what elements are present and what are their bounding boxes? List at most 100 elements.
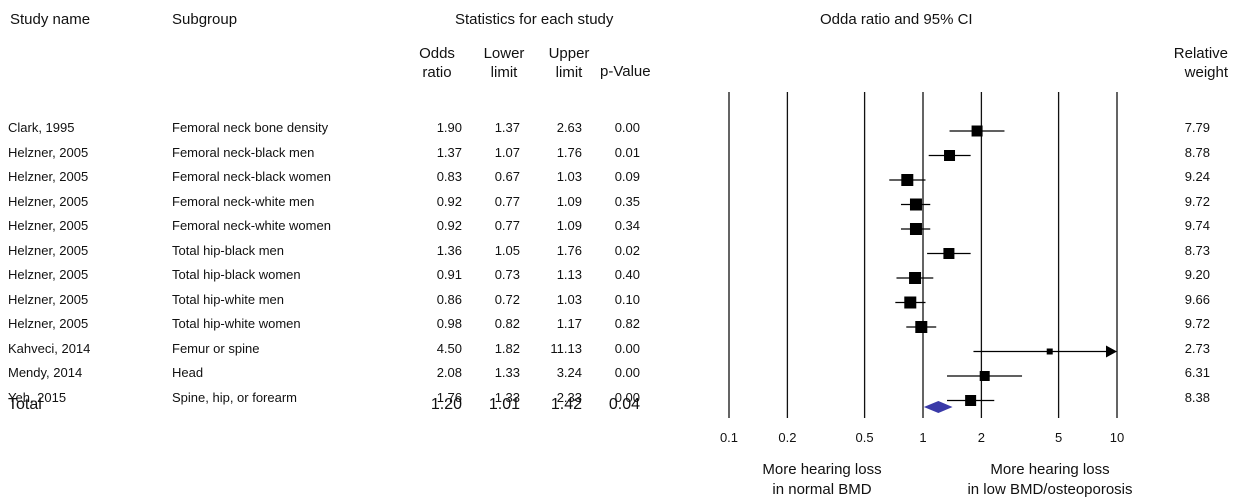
lower-limit-cell: 1.82 [494, 340, 520, 356]
total-p-value: 0.04 [608, 396, 640, 413]
lower-limit-cell: 1.33 [494, 365, 520, 380]
odds-ratio-cell: 1.36 [436, 242, 462, 258]
header-study-name: Study name [10, 11, 91, 28]
relative-weight-cell: 9.24 [1184, 169, 1210, 184]
subgroup-cell: Total hip-white women [172, 316, 301, 331]
subgroup-cell: Total hip-black men [172, 242, 284, 258]
lower-limit-cell: 0.73 [494, 267, 520, 282]
study-name-cell: Helzner, 2005 [8, 242, 89, 258]
upper-limit-cell: 1.03 [556, 291, 582, 307]
subgroup-cell: Femoral neck-black women [172, 169, 331, 184]
header-plot-title: Odda ratio and 95% CI [820, 11, 973, 28]
p-value-cell: 0.00 [614, 120, 640, 135]
lower-limit-cell: 1.07 [494, 144, 520, 160]
study-name-cell: Helzner, 2005 [8, 316, 89, 331]
favours-right-line2: in low BMD/osteoporosis [967, 481, 1133, 498]
upper-limit-cell: 1.17 [556, 316, 582, 331]
study-name-cell: Helzner, 2005 [8, 169, 89, 184]
subgroup-cell: Femur or spine [172, 340, 260, 356]
x-tick-label: 1 [919, 430, 926, 445]
upper-limit-cell: 1.09 [556, 193, 582, 209]
summary-diamond [923, 401, 953, 413]
relative-weight-cell: 9.20 [1184, 267, 1210, 282]
study-name-cell: Helzner, 2005 [8, 218, 89, 233]
header-lower-limit-line1: Lower [483, 45, 525, 62]
study-name-cell: Helzner, 2005 [8, 291, 89, 307]
upper-limit-cell: 2.33 [556, 389, 582, 405]
odds-ratio-cell: 4.50 [436, 340, 462, 356]
favours-right-label: More hearing loss in low BMD/osteoporosi… [935, 460, 1165, 500]
odds-ratio-cell: 1.90 [436, 120, 462, 135]
p-value-cell: 0.00 [614, 365, 640, 380]
point-marker [979, 371, 990, 381]
subgroup-cell: Femoral neck-black men [172, 144, 315, 160]
total-lower-limit: 1.01 [488, 396, 520, 413]
lower-limit-cell: 0.67 [494, 169, 520, 184]
study-name-cell: Clark, 1995 [8, 120, 75, 135]
point-marker [943, 248, 955, 259]
x-tick-label: 0.1 [720, 430, 738, 445]
x-tick-label: 0.5 [856, 430, 874, 445]
relative-weight-cell: 9.74 [1184, 218, 1210, 233]
header-upper-limit-line2: limit [555, 64, 583, 81]
header-lower-limit-line2: limit [490, 64, 518, 81]
p-value-cell: 0.82 [614, 316, 640, 331]
odds-ratio-cell: 0.86 [436, 291, 462, 307]
study-name-cell: Helzner, 2005 [8, 267, 89, 282]
point-marker [965, 395, 977, 406]
header-relative-weight-line2: weight [1184, 64, 1228, 81]
upper-limit-cell: 1.76 [556, 242, 582, 258]
relative-weight-cell: 8.38 [1184, 389, 1210, 405]
point-marker [909, 272, 922, 284]
point-marker [904, 296, 917, 309]
upper-limit-cell: 1.09 [556, 218, 582, 233]
p-value-cell: 0.34 [614, 218, 640, 233]
odds-ratio-cell: 0.91 [436, 267, 462, 282]
odds-ratio-cell: 1.76 [436, 389, 462, 405]
p-value-cell: 0.01 [614, 144, 640, 160]
subgroup-cell: Femoral neck-white men [172, 193, 315, 209]
point-marker [1046, 348, 1053, 355]
relative-weight-cell: 9.72 [1184, 193, 1210, 209]
upper-limit-cell: 2.63 [556, 120, 582, 135]
total-odds-ratio: 1.20 [430, 396, 462, 413]
point-marker [915, 321, 928, 333]
subgroup-cell: Total hip-black women [172, 267, 301, 282]
p-value-cell: 0.35 [614, 193, 640, 209]
relative-weight-cell: 6.31 [1184, 365, 1210, 380]
x-tick-label: 2 [978, 430, 985, 445]
total-label: Total [8, 396, 42, 413]
subgroup-cell: Femoral neck-white women [172, 218, 331, 233]
study-name-cell: Helzner, 2005 [8, 144, 89, 160]
ci-arrow [1106, 345, 1117, 358]
x-tick-label: 0.2 [778, 430, 796, 445]
header-odds-ratio-line1: Odds [419, 45, 455, 62]
p-value-cell: 0.00 [614, 340, 640, 356]
header-odds-ratio: Odds ratio [412, 44, 462, 82]
odds-ratio-cell: 0.98 [436, 316, 462, 331]
subgroup-cell: Head [172, 365, 204, 380]
upper-limit-cell: 1.03 [556, 169, 582, 184]
favours-left-label: More hearing loss in normal BMD [722, 460, 922, 500]
lower-limit-cell: 0.72 [494, 291, 520, 307]
study-name-cell: Yeh, 2015 [8, 389, 67, 405]
subgroup-cell: Femoral neck bone density [172, 120, 329, 135]
odds-ratio-cell: 0.92 [436, 193, 462, 209]
header-odds-ratio-line2: ratio [422, 64, 452, 81]
relative-weight-cell: 8.73 [1184, 242, 1210, 258]
favours-right-line1: More hearing loss [990, 461, 1110, 478]
x-tick-label: 10 [1110, 430, 1124, 445]
header-statistics: Statistics for each study [455, 11, 614, 28]
relative-weight-cell: 9.66 [1184, 291, 1210, 307]
header-subgroup: Subgroup [172, 11, 238, 28]
relative-weight-cell: 9.72 [1184, 316, 1210, 331]
header-upper-limit-line1: Upper [548, 45, 590, 62]
upper-limit-cell: 11.13 [550, 340, 582, 356]
lower-limit-cell: 1.37 [494, 120, 520, 135]
p-value-cell: 0.40 [614, 267, 640, 282]
lower-limit-cell: 0.82 [494, 316, 520, 331]
lower-limit-cell: 1.33 [494, 389, 520, 405]
total-upper-limit: 1.42 [550, 396, 582, 413]
point-marker [971, 125, 983, 137]
